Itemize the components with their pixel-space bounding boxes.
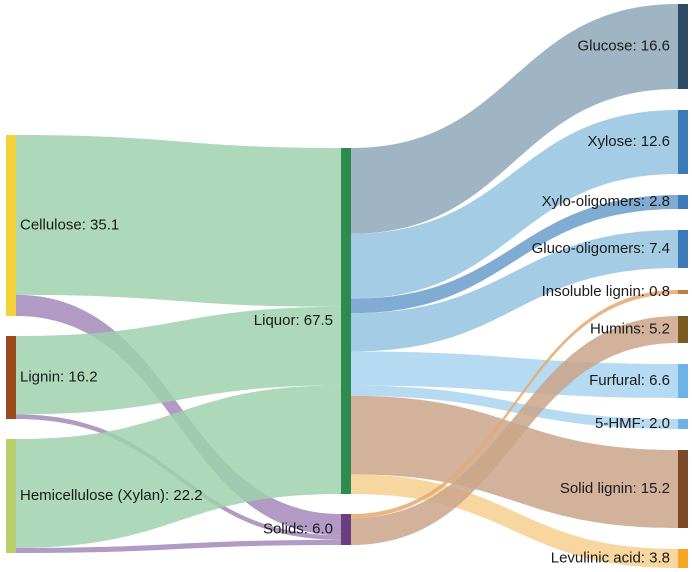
node-label-solids: Solids: 6.0	[263, 520, 333, 537]
node-glucose	[678, 4, 688, 89]
nodes-layer	[6, 4, 688, 568]
node-hmf	[678, 419, 688, 429]
node-xylo-oligomers	[678, 195, 688, 209]
node-liquor	[341, 148, 351, 494]
node-cellulose	[6, 135, 16, 316]
labels-layer: Cellulose: 35.1 Lignin: 16.2 Hemicellulose…	[20, 37, 670, 566]
node-solid-lignin	[678, 450, 688, 528]
node-label-furfural: Furfural: 6.6	[589, 372, 670, 389]
link-lignin-to-liquor	[16, 306, 341, 415]
link-solids-to-insoluble_lignin	[351, 290, 678, 519]
node-label-levulinic-acid: Levulinic acid: 3.8	[551, 549, 670, 566]
link-cellulose-to-liquor	[16, 135, 341, 307]
node-label-glucose: Glucose: 16.6	[577, 37, 670, 54]
node-xylose	[678, 110, 688, 174]
node-label-xylo-oligomers: Xylo-oligomers: 2.8	[542, 193, 670, 210]
node-furfural	[678, 364, 688, 398]
link-liquor-to-solid_lignin	[351, 395, 678, 528]
node-label-cellulose: Cellulose: 35.1	[20, 216, 119, 233]
link-liquor-to-gluco_oligomers	[351, 230, 678, 352]
node-label-lignin: Lignin: 16.2	[20, 368, 98, 385]
node-label-liquor: Liquor: 67.5	[254, 312, 333, 329]
link-liquor-to-hmf	[351, 385, 678, 429]
node-label-solid-lignin: Solid lignin: 15.2	[560, 480, 670, 497]
node-label-hmf: 5-HMF: 2.0	[595, 415, 670, 432]
link-solids-to-humins	[351, 316, 678, 545]
link-hemicellulose-to-liquor	[16, 385, 341, 548]
link-liquor-to-xylose	[351, 110, 678, 299]
node-insoluble-lignin	[678, 290, 688, 294]
node-levulinic-acid	[678, 549, 688, 568]
link-liquor-to-xylo_oligomers	[351, 195, 678, 314]
node-lignin	[6, 336, 16, 419]
node-humins	[678, 316, 688, 343]
node-label-xylose: Xylose: 12.6	[587, 133, 670, 150]
links-layer	[16, 4, 678, 568]
node-hemicellulose	[6, 439, 16, 553]
link-hemicellulose-to-solids	[16, 539, 341, 553]
node-solids	[341, 514, 351, 545]
node-label-gluco-oligomers: Gluco-oligomers: 7.4	[532, 240, 670, 257]
link-liquor-to-glucose	[351, 4, 678, 234]
node-label-humins: Humins: 5.2	[590, 320, 670, 337]
node-label-hemicellulose: Hemicellulose (Xylan): 22.2	[20, 487, 203, 504]
node-gluco-oligomers	[678, 230, 688, 268]
node-label-insoluble-lignin: Insoluble lignin: 0.8	[542, 283, 670, 300]
